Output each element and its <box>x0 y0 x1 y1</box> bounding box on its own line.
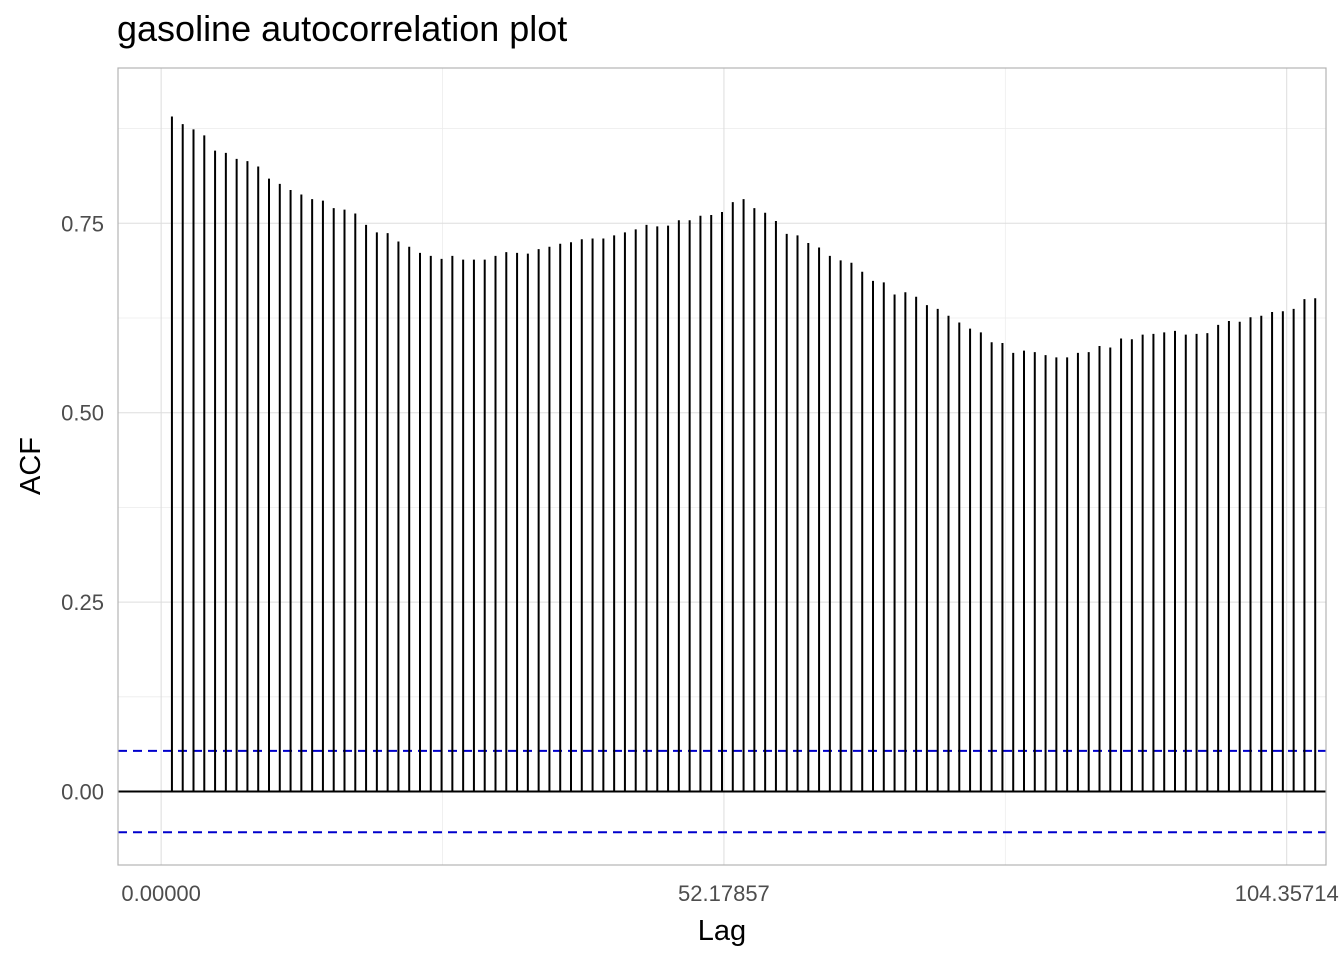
x-tick-label: 104.35714 <box>1235 881 1339 906</box>
y-tick-label: 0.75 <box>61 211 104 236</box>
x-tick-label: 52.17857 <box>678 881 770 906</box>
x-tick-label: 0.00000 <box>121 881 201 906</box>
tick-labels: 0.00 0.25 0.50 0.75 0.00000 52.17857 104.35714 <box>61 211 1339 906</box>
panel-border <box>117 67 1327 866</box>
y-tick-label: 0.00 <box>61 780 104 805</box>
y-tick-label: 0.50 <box>61 401 104 426</box>
acf-bars <box>170 116 1317 792</box>
y-tick-label: 0.25 <box>61 590 104 615</box>
y-axis-title: ACF <box>15 437 47 495</box>
x-axis-title: Lag <box>698 915 746 947</box>
chart-title: gasoline autocorrelation plot <box>117 8 568 49</box>
